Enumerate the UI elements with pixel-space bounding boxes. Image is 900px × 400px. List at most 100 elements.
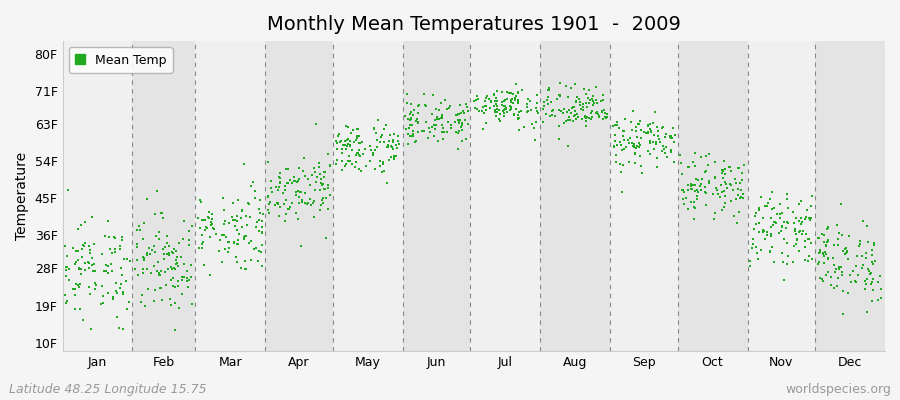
Point	[634, 170, 649, 176]
Point	[184, 262, 198, 268]
Point	[402, 116, 417, 123]
Point	[363, 143, 377, 150]
Point	[536, 118, 550, 125]
Point	[81, 265, 95, 272]
Point	[545, 107, 560, 113]
Point	[166, 283, 180, 289]
Point	[568, 80, 582, 87]
Point	[400, 131, 415, 138]
Point	[578, 113, 592, 119]
Point	[579, 122, 593, 129]
Point	[228, 223, 242, 230]
Point	[486, 102, 500, 109]
Point	[145, 246, 159, 253]
Point	[572, 96, 587, 102]
Point	[282, 205, 296, 212]
Point	[736, 194, 751, 201]
Point	[383, 143, 398, 149]
Point	[349, 135, 364, 141]
Point	[373, 162, 387, 169]
Point	[389, 142, 403, 148]
Point	[583, 97, 598, 104]
Point	[70, 282, 85, 288]
Point	[86, 268, 100, 274]
Point	[94, 300, 108, 307]
Point	[452, 120, 466, 126]
Point	[411, 102, 426, 108]
Point	[343, 142, 357, 148]
Point	[816, 278, 831, 284]
Point	[153, 271, 167, 278]
Point	[748, 213, 762, 219]
Point	[87, 268, 102, 274]
Point	[763, 233, 778, 239]
Point	[800, 207, 814, 213]
Point	[101, 290, 115, 296]
Point	[153, 285, 167, 292]
Point	[202, 272, 217, 278]
Point	[641, 122, 655, 128]
Point	[295, 196, 310, 203]
Point	[60, 253, 75, 259]
Point	[831, 236, 845, 242]
Point	[304, 172, 319, 178]
Point	[497, 107, 511, 113]
Point	[157, 250, 171, 257]
Point	[607, 144, 621, 150]
Point	[283, 177, 297, 183]
Point	[343, 158, 357, 164]
Point	[862, 268, 877, 274]
Point	[814, 276, 829, 283]
Point	[317, 169, 331, 175]
Point	[676, 186, 690, 193]
Point	[813, 249, 827, 256]
Point	[504, 96, 518, 103]
Point	[552, 92, 566, 98]
Point	[495, 88, 509, 95]
Point	[789, 236, 804, 242]
Point	[149, 233, 164, 240]
Point	[232, 231, 247, 238]
Point	[168, 326, 183, 333]
Point	[775, 258, 789, 265]
Point	[553, 92, 567, 99]
Point	[625, 127, 639, 133]
Point	[872, 273, 886, 279]
Point	[860, 281, 874, 287]
Point	[95, 293, 110, 299]
Point	[454, 138, 469, 144]
Point	[663, 148, 678, 155]
Point	[122, 299, 137, 305]
Point	[410, 103, 425, 109]
Point	[499, 106, 513, 112]
Point	[417, 90, 431, 97]
Point	[166, 265, 181, 271]
Point	[82, 260, 96, 266]
Point	[585, 108, 599, 114]
Point	[460, 104, 474, 110]
Point	[820, 226, 834, 233]
Point	[582, 87, 597, 93]
Point	[628, 151, 643, 157]
Point	[203, 222, 218, 228]
Point	[313, 170, 328, 177]
Point	[262, 210, 276, 216]
Point	[368, 147, 382, 154]
Point	[821, 256, 835, 262]
Point	[209, 230, 223, 237]
Point	[608, 122, 622, 128]
Point	[194, 198, 208, 205]
Point	[719, 180, 733, 187]
Point	[217, 206, 231, 213]
Point	[779, 225, 794, 232]
Point	[496, 108, 510, 114]
Point	[788, 231, 803, 237]
Point	[510, 89, 525, 95]
Point	[85, 254, 99, 261]
Point	[428, 122, 442, 128]
Point	[144, 270, 158, 276]
Point	[62, 276, 77, 283]
Point	[400, 91, 414, 97]
Point	[311, 164, 326, 170]
Point	[354, 168, 368, 174]
